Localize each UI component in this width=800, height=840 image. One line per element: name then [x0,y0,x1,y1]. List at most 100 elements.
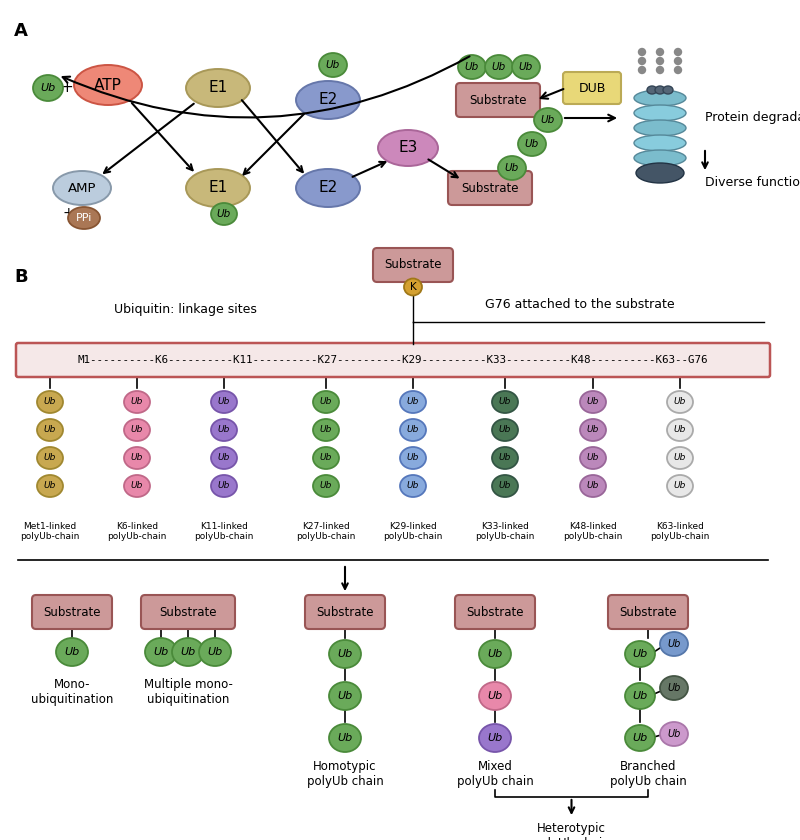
Text: Homotypic
polyUb chain: Homotypic polyUb chain [306,760,383,788]
Text: Ub: Ub [131,426,143,434]
Text: K48-linked
polyUb-chain: K48-linked polyUb-chain [563,522,622,542]
Text: Ub: Ub [407,397,419,407]
Text: Ub: Ub [131,454,143,463]
Text: Ub: Ub [407,426,419,434]
Text: Ub: Ub [64,647,80,657]
Text: Mixed
polyUb chain: Mixed polyUb chain [457,760,534,788]
Circle shape [674,49,682,55]
Text: K27-linked
polyUb-chain: K27-linked polyUb-chain [296,522,356,542]
Text: Ub: Ub [131,397,143,407]
Text: +: + [62,206,74,220]
Text: Ub: Ub [320,426,332,434]
Text: Ub: Ub [674,454,686,463]
Text: Ub: Ub [519,62,533,72]
Ellipse shape [68,207,100,229]
Text: Protein degradation: Protein degradation [705,112,800,124]
Ellipse shape [211,203,237,225]
Ellipse shape [534,108,562,132]
Ellipse shape [492,447,518,469]
Circle shape [674,66,682,73]
Text: Ub: Ub [667,729,681,739]
Ellipse shape [33,75,63,101]
Ellipse shape [485,55,513,79]
Ellipse shape [636,163,684,183]
FancyBboxPatch shape [563,72,621,104]
Text: Ub: Ub [407,454,419,463]
Ellipse shape [663,86,673,94]
Ellipse shape [124,447,150,469]
Ellipse shape [512,55,540,79]
Ellipse shape [634,120,686,136]
Ellipse shape [329,640,361,668]
Text: +: + [61,81,74,96]
Ellipse shape [400,447,426,469]
Text: K63-linked
polyUb-chain: K63-linked polyUb-chain [650,522,710,542]
Text: Ub: Ub [131,481,143,491]
Ellipse shape [400,475,426,497]
Text: Ub: Ub [487,733,502,743]
Text: Ub: Ub [44,481,56,491]
Text: E1: E1 [208,81,228,96]
Ellipse shape [479,724,511,752]
Circle shape [657,57,663,65]
Ellipse shape [479,640,511,668]
Circle shape [638,49,646,55]
Text: Ub: Ub [154,647,169,657]
Ellipse shape [634,90,686,106]
Text: Ub: Ub [207,647,222,657]
Text: Ub: Ub [587,426,599,434]
Ellipse shape [404,279,422,296]
Text: Ub: Ub [499,454,511,463]
Text: Ub: Ub [492,62,506,72]
Text: Ub: Ub [505,163,519,173]
Text: Ub: Ub [541,115,555,125]
Text: Substrate: Substrate [159,606,217,618]
Ellipse shape [625,641,655,667]
Text: K6-linked
polyUb-chain: K6-linked polyUb-chain [107,522,166,542]
Text: Ub: Ub [674,397,686,407]
Text: Ub: Ub [667,639,681,649]
Ellipse shape [313,391,339,413]
Ellipse shape [479,682,511,710]
Ellipse shape [625,725,655,751]
Ellipse shape [492,475,518,497]
Text: Substrate: Substrate [470,93,526,107]
Circle shape [657,49,663,55]
Ellipse shape [329,682,361,710]
Ellipse shape [660,676,688,700]
FancyBboxPatch shape [305,595,385,629]
Circle shape [638,66,646,73]
FancyBboxPatch shape [455,595,535,629]
Text: Met1-linked
polyUb-chain: Met1-linked polyUb-chain [20,522,80,542]
Text: Ub: Ub [587,481,599,491]
FancyBboxPatch shape [141,595,235,629]
Text: Ub: Ub [587,454,599,463]
Text: Heterotypic
polyUb chain: Heterotypic polyUb chain [533,822,610,840]
Text: E2: E2 [318,181,338,196]
Ellipse shape [37,419,63,441]
Ellipse shape [313,475,339,497]
Text: Ub: Ub [674,481,686,491]
Ellipse shape [580,475,606,497]
Ellipse shape [211,391,237,413]
Text: Ub: Ub [320,397,332,407]
Text: PPi: PPi [76,213,92,223]
Text: K33-linked
polyUb-chain: K33-linked polyUb-chain [475,522,534,542]
FancyBboxPatch shape [16,343,770,377]
Text: Ub: Ub [217,209,231,219]
Ellipse shape [400,419,426,441]
Ellipse shape [660,632,688,656]
FancyBboxPatch shape [608,595,688,629]
Text: Substrate: Substrate [466,606,524,618]
Text: Ub: Ub [487,649,502,659]
Ellipse shape [211,447,237,469]
Ellipse shape [667,391,693,413]
Ellipse shape [313,419,339,441]
Text: Ub: Ub [218,454,230,463]
Text: Substrate: Substrate [316,606,374,618]
Text: Ub: Ub [218,397,230,407]
Ellipse shape [124,391,150,413]
Ellipse shape [634,150,686,166]
Text: E1: E1 [208,181,228,196]
Ellipse shape [580,447,606,469]
